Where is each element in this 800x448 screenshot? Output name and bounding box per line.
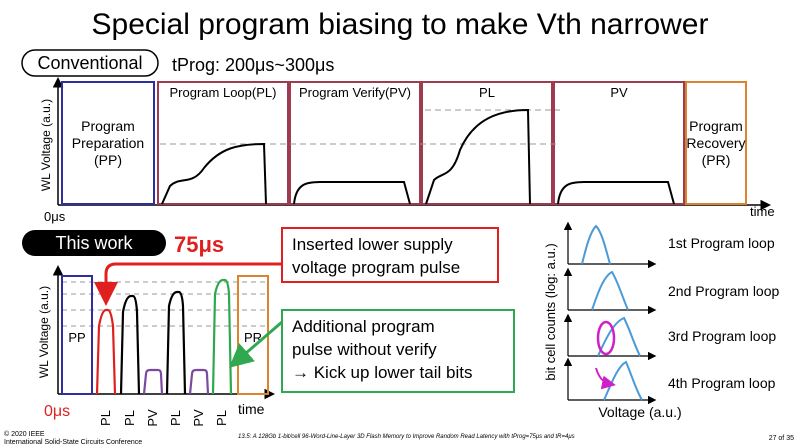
this-work-badge: This work [55,233,133,253]
tw-pulse-red [95,308,117,395]
dist-loop-1: 1st Program loop [668,235,775,251]
conv-pl1-wave [161,142,267,205]
conv-pv2-label: PV [610,85,628,100]
dist-x-label: Voltage (a.u.) [598,404,681,420]
conv-pr-box [685,81,747,205]
tw-tick-1: PL [122,410,137,426]
conv-pv2-box [553,81,685,205]
footer-left-1: © 2020 IEEE [4,430,45,438]
tw-tick-5: PL [214,410,229,426]
conv-pr-line1: Program [689,118,743,134]
dist-loop-3: 3rd Program loop [668,328,776,344]
tw-y-label: WL Voltage (a.u.) [37,286,51,378]
tw-pp-label: PP [68,330,85,345]
conv-pl2-label: PL [479,85,495,100]
conv-pv1-label: Program Verify(PV) [299,85,411,100]
slide-title: Special program biasing to make Vth narr… [92,8,709,41]
callout-red-arrow [94,262,282,306]
callout-red-line2: voltage program pulse [292,258,460,277]
tw-zero-label: 0μs [44,403,70,420]
tw-tick-0: PL [98,410,113,426]
conv-pr-line3: (PR) [702,152,731,168]
tw-pp-box [61,275,93,395]
conv-pv1-wave [293,181,411,205]
dist-curve-2 [591,270,629,311]
callout-red-line1: Inserted lower supply [292,235,453,254]
conv-pv2-wave [557,181,675,205]
conv-pl2-wave [425,108,531,205]
callout-green-box [281,309,515,393]
tw-tick-2: PV [145,409,160,427]
conventional-badge: Conventional [37,53,142,73]
tw-pulse-pv2 [188,368,210,395]
dist-curve-1 [581,224,611,265]
dist-kick-arrow [595,367,616,390]
footer-left-2: International Solid-State Circuits Confe… [4,439,142,446]
dist-highlight [596,320,616,356]
conv-pl2-box [421,81,553,205]
conv-pp-line3: (PP) [94,152,122,168]
tw-tick-4: PV [191,409,206,427]
dist-loop-4: 4th Program loop [668,375,776,391]
conv-pp-box [61,81,155,205]
callout-green-line3: → Kick up lower tail bits [292,363,472,382]
conv-pp-line1: Program [81,118,135,134]
conv-pp-line2: Preparation [72,135,144,151]
tw-time-label: time [238,401,265,417]
dist-curve-4 [603,360,643,401]
conv-zero-label: 0μs [44,209,66,224]
conv-pl1-box [157,81,289,205]
conventional-badge-box [21,49,159,77]
callout-green-line2: pulse without verify [292,340,437,359]
this-work-badge-box [22,230,166,256]
footer-center: 13.5: A 128Gb 1-bit/cell 96-Word-Line-La… [238,434,575,440]
dist-curve-3 [597,316,641,357]
tw-pulse-pl1 [119,294,141,395]
tprog-label: tProg: 200μs~300μs [172,55,334,75]
conv-time-label: time [750,204,775,219]
tw-pulse-pl2 [165,290,187,395]
footer-page: 27 of 35 [769,435,794,442]
dist-loop-2: 2nd Program loop [668,283,780,299]
tw-pulse-green [211,278,233,395]
this-work-time: 75μs [174,232,224,257]
conv-pv1-box [289,81,421,205]
conv-y-label: WL Voltage (a.u.) [39,99,53,191]
dist-y-label: bit cell counts (log: a.u.) [543,243,558,380]
callout-red-box [281,227,499,283]
conv-pl1-label: Program Loop(PL) [170,85,277,100]
tw-tick-3: PL [168,410,183,426]
conv-pr-line2: Recovery [686,135,745,151]
callout-green-line1: Additional program [292,317,435,336]
callout-green-arrow [228,320,283,368]
tw-pulse-pv1 [142,368,164,395]
